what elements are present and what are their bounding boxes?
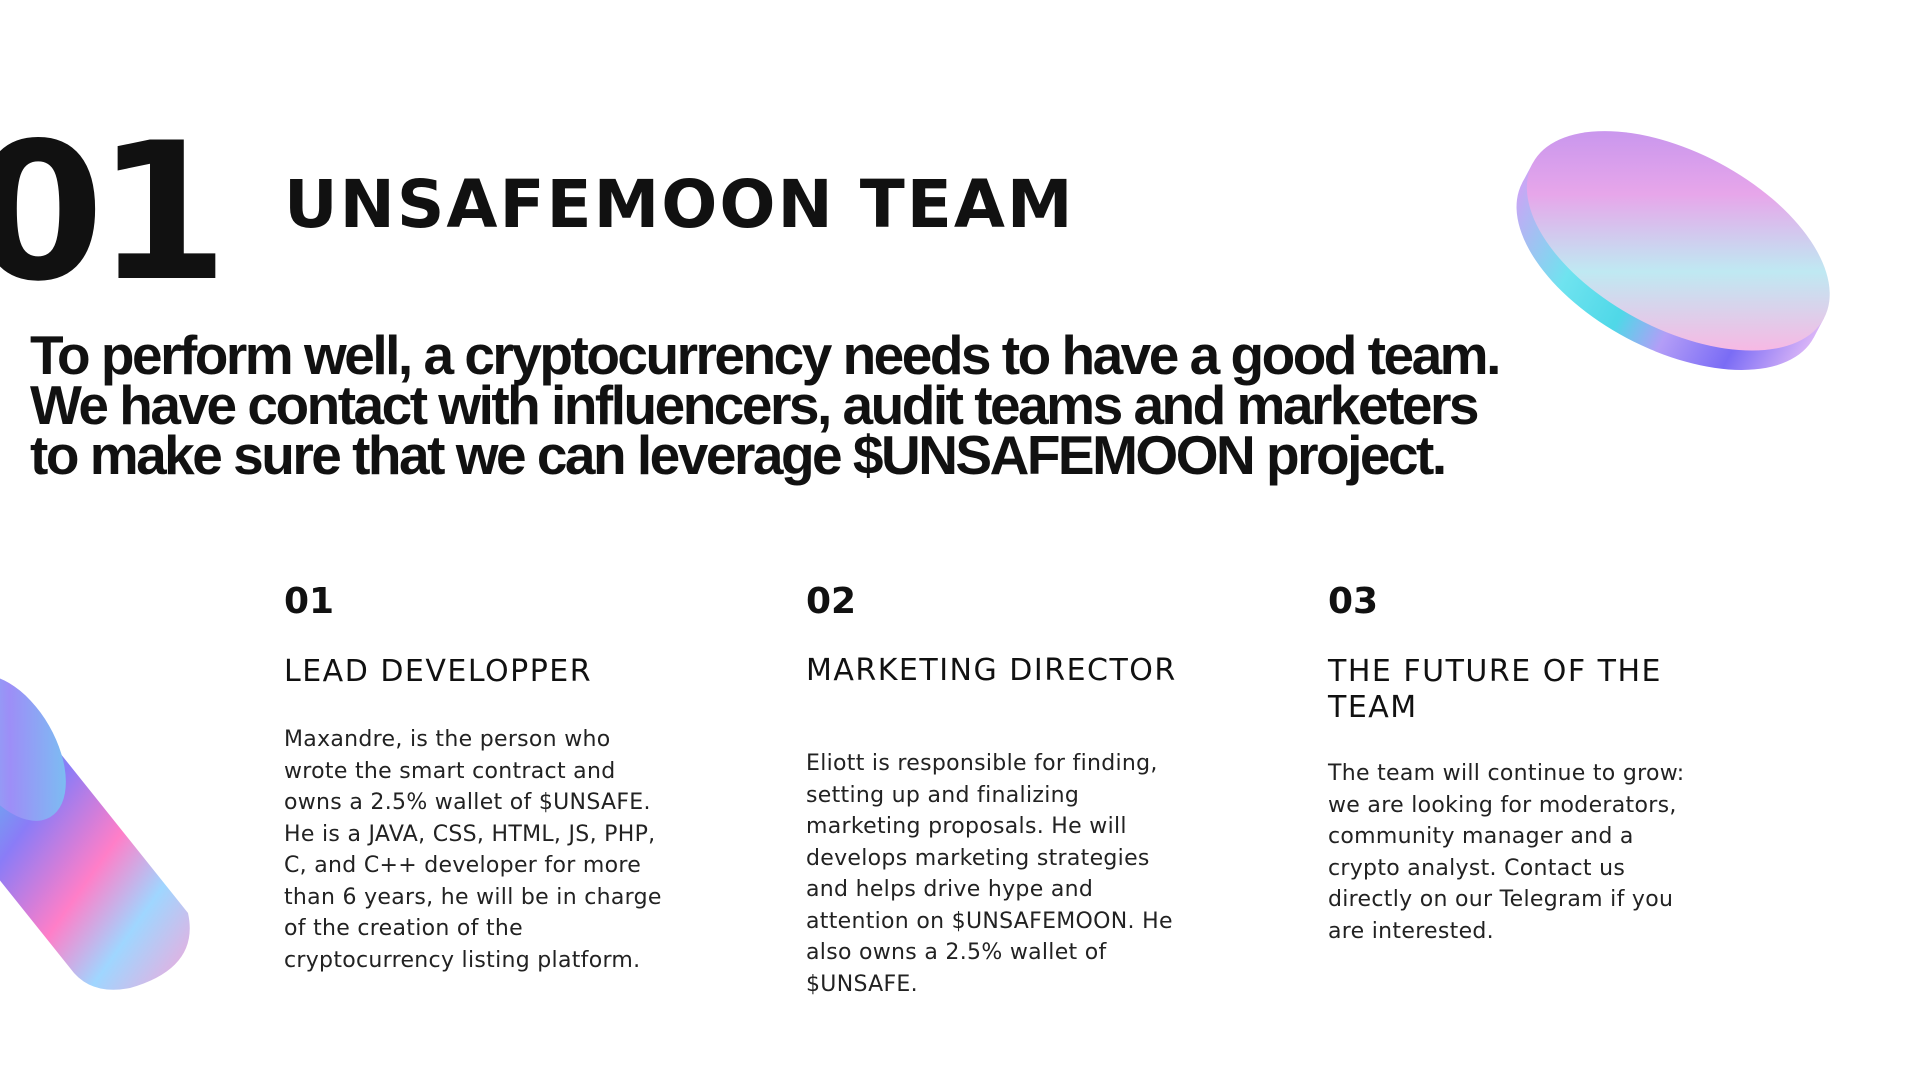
section-number: 01 (0, 102, 228, 323)
holographic-disc-icon (1516, 131, 1830, 370)
column-heading: MARKETING DIRECTOR (806, 653, 1177, 688)
holographic-cylinder-icon (0, 675, 190, 990)
column-number: 03 (1328, 581, 1379, 622)
column-number: 01 (284, 581, 335, 622)
column-body: The team will continue to grow: we are l… (1328, 761, 1685, 944)
intro-statement: To perform well, a cryptocurrency needs … (30, 324, 1590, 486)
column-heading: THE FUTURE OF THE TEAM (1328, 654, 1662, 725)
intro-line: We have contact with influencers, audit … (30, 374, 1480, 436)
page-title: UNSAFEMOON TEAM (284, 166, 1075, 243)
intro-line: To perform well, a cryptocurrency needs … (30, 324, 1501, 386)
column-body: Eliott is responsible for finding, setti… (806, 751, 1173, 997)
column-body: Maxandre, is the person who wrote the sm… (284, 727, 662, 973)
column-heading: LEAD DEVELOPPER (284, 654, 593, 689)
intro-line: to make sure that we can leverage $UNSAF… (30, 424, 1447, 486)
column-number: 02 (806, 581, 857, 622)
